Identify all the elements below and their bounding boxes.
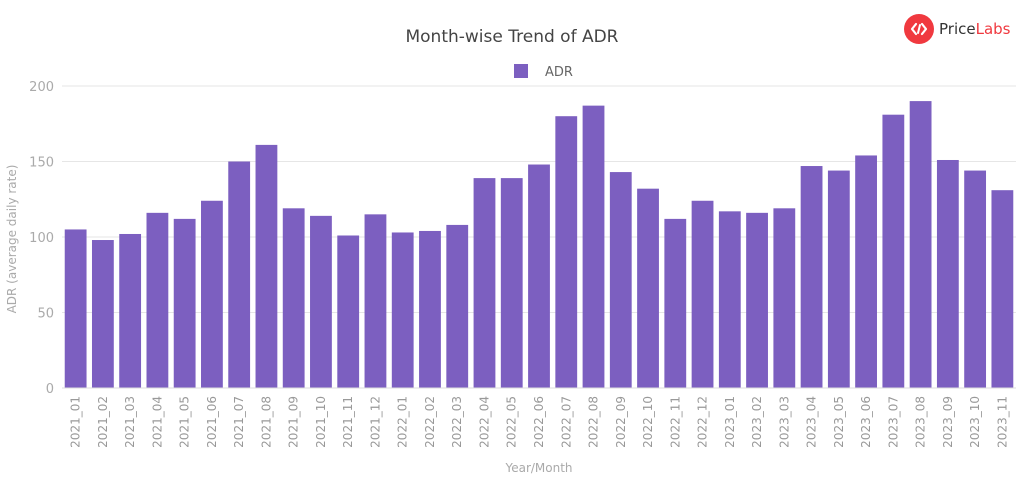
x-tick-label: 2023_09 <box>941 396 955 448</box>
x-tick-label: 2022_06 <box>532 396 546 448</box>
x-tick-label: 2022_10 <box>641 396 655 448</box>
bar <box>746 212 768 388</box>
bar <box>201 200 223 388</box>
bar <box>609 172 632 388</box>
bar <box>337 235 360 388</box>
bar <box>800 166 823 388</box>
bar <box>582 105 605 388</box>
bar <box>282 208 305 388</box>
x-tick-label: 2022_02 <box>423 396 437 448</box>
brand-name: PriceLabs <box>939 20 1010 38</box>
x-axis-label: Year/Month <box>504 461 572 475</box>
x-tick-label: 2021_01 <box>69 396 83 448</box>
x-tick-label: 2022_12 <box>696 396 710 448</box>
x-tick-label: 2021_02 <box>96 396 110 448</box>
y-tick-label: 0 <box>46 382 54 397</box>
y-tick-label: 150 <box>29 156 54 171</box>
x-tick-label: 2022_09 <box>614 396 628 448</box>
y-tick-label: 50 <box>37 307 54 322</box>
x-tick-label: 2023_08 <box>914 396 928 448</box>
bar <box>91 240 114 388</box>
x-tick-label: 2021_05 <box>178 396 192 448</box>
bar <box>391 232 414 388</box>
x-tick-label: 2021_06 <box>205 396 219 448</box>
x-tick-label: 2021_07 <box>232 396 246 448</box>
bar <box>473 178 496 388</box>
x-tick-label: 2022_11 <box>668 396 682 448</box>
bar <box>364 214 387 388</box>
x-tick-label: 2021_04 <box>150 396 164 448</box>
bar <box>528 164 550 388</box>
y-tick-label: 200 <box>29 80 54 95</box>
x-tick-label: 2021_12 <box>368 396 382 448</box>
bar <box>637 188 659 388</box>
bar <box>500 178 523 388</box>
x-tick-label: 2022_07 <box>559 396 573 448</box>
x-tick-label: 2021_11 <box>341 396 355 448</box>
x-tick-label: 2021_03 <box>123 396 137 448</box>
x-tick-label: 2022_05 <box>505 396 519 448</box>
x-tick-label: 2021_10 <box>314 396 328 448</box>
bar <box>773 208 796 388</box>
bar <box>991 190 1014 388</box>
bar <box>909 101 932 388</box>
y-axis-label: ADR (average daily rate) <box>5 165 19 314</box>
bar <box>555 116 578 388</box>
bar <box>419 230 441 388</box>
bar <box>964 170 987 388</box>
bar <box>255 144 278 388</box>
bar <box>936 159 959 388</box>
bar <box>882 114 905 388</box>
bar <box>827 170 850 388</box>
x-tick-label: 2023_06 <box>859 396 873 448</box>
x-tick-label: 2023_05 <box>832 396 846 448</box>
brand-name-part1: Price <box>939 20 976 38</box>
x-tick-label: 2022_01 <box>396 396 410 448</box>
bar <box>446 224 469 388</box>
bar <box>146 212 169 388</box>
legend-swatch <box>514 64 528 78</box>
bar <box>691 200 714 388</box>
x-tick-label: 2023_11 <box>995 396 1009 448</box>
x-tick-label: 2023_07 <box>886 396 900 448</box>
x-tick-label: 2021_08 <box>259 396 273 448</box>
x-tick-label: 2023_01 <box>723 396 737 448</box>
y-tick-label: 100 <box>29 231 54 246</box>
brand-name-part2: Labs <box>975 20 1011 38</box>
bar <box>310 215 332 388</box>
x-tick-label: 2022_04 <box>477 396 491 448</box>
bar <box>718 211 741 388</box>
x-tick-label: 2023_02 <box>750 396 764 448</box>
bar <box>173 218 196 388</box>
bar <box>228 161 251 388</box>
x-tick-label: 2021_09 <box>287 396 301 448</box>
bar <box>664 218 687 388</box>
x-tick-label: 2023_04 <box>805 396 819 448</box>
x-tick-label: 2022_03 <box>450 396 464 448</box>
legend-label: ADR <box>545 65 573 80</box>
bar <box>855 155 877 388</box>
bar <box>64 229 87 388</box>
x-tick-label: 2023_10 <box>968 396 982 448</box>
bar <box>119 233 142 388</box>
x-tick-label: 2022_08 <box>587 396 601 448</box>
pricelabs-logo-icon <box>904 14 934 44</box>
x-tick-label: 2023_03 <box>777 396 791 448</box>
brand-logo: PriceLabs <box>904 14 1010 44</box>
chart-title: Month-wise Trend of ADR <box>405 27 618 47</box>
